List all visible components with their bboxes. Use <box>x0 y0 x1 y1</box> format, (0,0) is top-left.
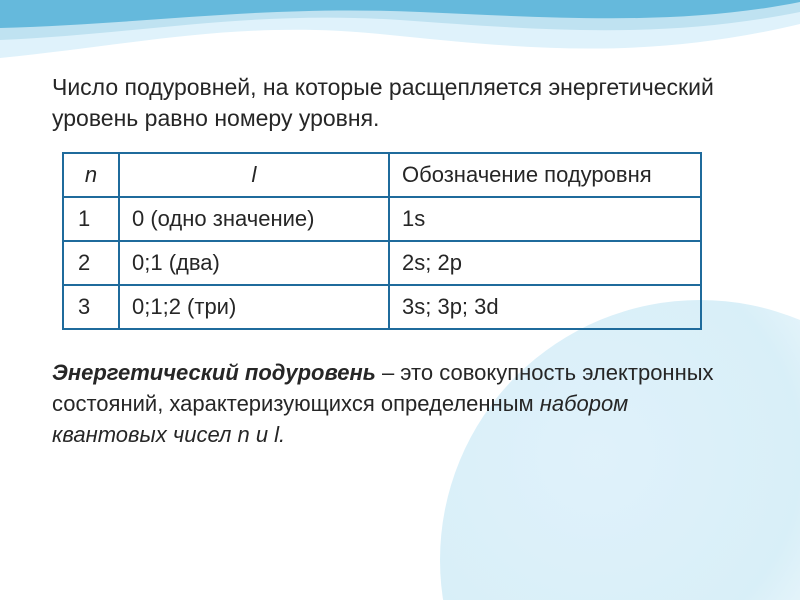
table-row: 3 0;1;2 (три) 3s; 3p; 3d <box>63 285 701 329</box>
cell-l: 0;1 (два) <box>119 241 389 285</box>
cell-l: 0;1;2 (три) <box>119 285 389 329</box>
cell-n: 3 <box>63 285 119 329</box>
cell-designation: 2s; 2p <box>389 241 701 285</box>
table-row: 1 0 (одно значение) 1s <box>63 197 701 241</box>
definition-term: Энергетический подуровень <box>52 360 376 385</box>
cell-designation: 3s; 3p; 3d <box>389 285 701 329</box>
cell-n: 2 <box>63 241 119 285</box>
cell-n: 1 <box>63 197 119 241</box>
sublevel-table: n l Обозначение подуровня 1 0 (одно знач… <box>62 152 702 330</box>
slide: Число подуровней, на которые расщепляетс… <box>0 0 800 600</box>
cell-designation: 1s <box>389 197 701 241</box>
col-header-designation: Обозначение подуровня <box>389 153 701 197</box>
lead-text: Число подуровней, на которые расщепляетс… <box>52 72 748 134</box>
table-header-row: n l Обозначение подуровня <box>63 153 701 197</box>
col-header-n: n <box>63 153 119 197</box>
cell-l: 0 (одно значение) <box>119 197 389 241</box>
content: Число подуровней, на которые расщепляетс… <box>0 0 800 450</box>
table-row: 2 0;1 (два) 2s; 2p <box>63 241 701 285</box>
definition-note: Энергетический подуровень – это совокупн… <box>52 358 748 450</box>
definition-dash: – <box>376 360 400 385</box>
col-header-l: l <box>119 153 389 197</box>
